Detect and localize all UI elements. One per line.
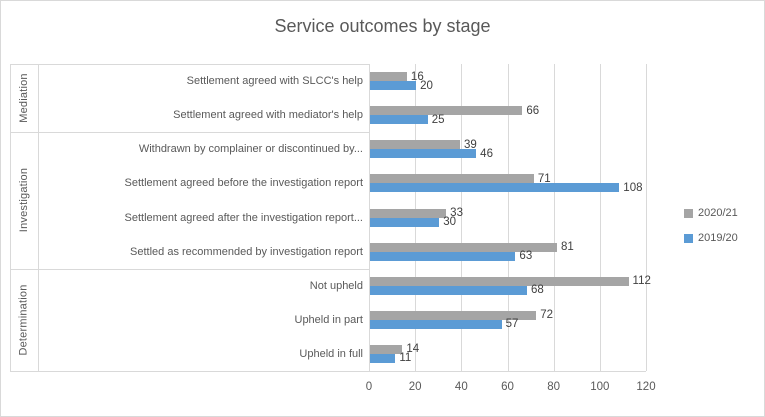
label-area-left-line	[10, 64, 11, 371]
bar-2019-20	[370, 149, 477, 159]
stage-label-investigation: Investigation	[10, 132, 38, 268]
bar-2019-20	[370, 251, 516, 261]
legend: 2020/21 2019/20	[684, 207, 738, 244]
legend-swatch-2019-20-icon	[684, 233, 693, 243]
data-label: 11	[399, 352, 412, 365]
data-label: 25	[431, 113, 445, 126]
legend-label-2020-21: 2020/21	[698, 207, 738, 219]
bar-2020-21	[370, 106, 523, 116]
category-label: Settled as recommended by investigation …	[130, 245, 363, 258]
data-label: 112	[632, 275, 651, 288]
legend-swatch-2020-21-icon	[684, 208, 693, 218]
category-label: Settlement agreed before the investigati…	[124, 177, 363, 190]
stage-label-determination: Determination	[10, 269, 38, 371]
category-label: Withdrawn by complainer or discontinued …	[138, 143, 363, 156]
category-label: Upheld in full	[299, 347, 363, 360]
legend-label-2019-20: 2019/20	[698, 232, 738, 244]
data-label: 68	[530, 284, 544, 297]
bar-2020-21	[370, 242, 557, 252]
bar-2020-21	[370, 276, 629, 286]
data-label: 81	[560, 241, 574, 254]
bar-2020-21	[370, 174, 534, 184]
gridline	[553, 64, 555, 371]
y-axis-line	[369, 64, 370, 371]
data-label: 57	[505, 318, 519, 331]
data-label: 108	[623, 181, 643, 194]
gridline	[507, 64, 509, 371]
bar-2019-20	[370, 353, 396, 363]
bar-2020-21	[370, 208, 447, 218]
x-tick-label: 60	[501, 381, 514, 393]
data-label: 46	[480, 147, 493, 160]
group-separator-line	[10, 64, 369, 65]
category-label: Not upheld	[309, 279, 363, 292]
data-label: 66	[526, 104, 540, 117]
data-label: 72	[540, 309, 553, 322]
data-label: 71	[537, 172, 551, 185]
category-label: Settlement agreed after the investigatio…	[124, 211, 363, 224]
x-tick-label: 100	[590, 381, 610, 393]
bar-2020-21	[370, 310, 537, 320]
bar-2019-20	[370, 183, 620, 193]
gridline	[461, 64, 463, 371]
bar-2019-20	[370, 319, 502, 329]
legend-item-2020-21: 2020/21	[684, 207, 738, 219]
bar-2020-21	[370, 140, 461, 150]
legend-item-2019-20: 2019/20	[684, 232, 738, 244]
x-tick-label: 0	[365, 381, 373, 393]
data-label: 39	[464, 138, 477, 151]
data-label: 14	[406, 343, 420, 356]
bar-2019-20	[370, 81, 417, 91]
group-separator-line	[10, 268, 369, 270]
bar-2019-20	[370, 115, 428, 125]
stage-label-text: Investigation	[18, 168, 30, 233]
stage-label-text: Determination	[18, 284, 31, 356]
x-axis-line	[10, 371, 646, 372]
gridline	[646, 64, 647, 371]
data-label: 33	[450, 207, 463, 219]
bar-2019-20	[370, 217, 440, 227]
data-label: 20	[420, 79, 433, 92]
gridline	[599, 64, 601, 371]
data-label: 16	[410, 70, 424, 83]
category-label: Upheld in part	[294, 313, 364, 326]
bar-2020-21	[370, 72, 407, 82]
bar-2019-20	[370, 285, 527, 295]
group-separator-line	[10, 132, 369, 134]
data-label: 63	[519, 250, 533, 263]
data-label: 30	[443, 216, 457, 228]
stage-label-text: Mediation	[18, 73, 30, 123]
category-label: Settlement agreed with SLCC's help	[186, 75, 363, 88]
x-tick-label: 80	[547, 381, 561, 393]
x-tick-label: 40	[454, 381, 468, 393]
x-tick-label: 20	[408, 381, 422, 393]
chart-title: Service outcomes by stage	[274, 16, 491, 36]
bar-2020-21	[370, 344, 403, 354]
x-tick-label: 120	[636, 381, 656, 393]
stage-separator-line	[38, 64, 39, 371]
category-label: Settlement agreed with mediator's help	[173, 109, 363, 122]
stage-label-mediation: Mediation	[10, 64, 38, 132]
